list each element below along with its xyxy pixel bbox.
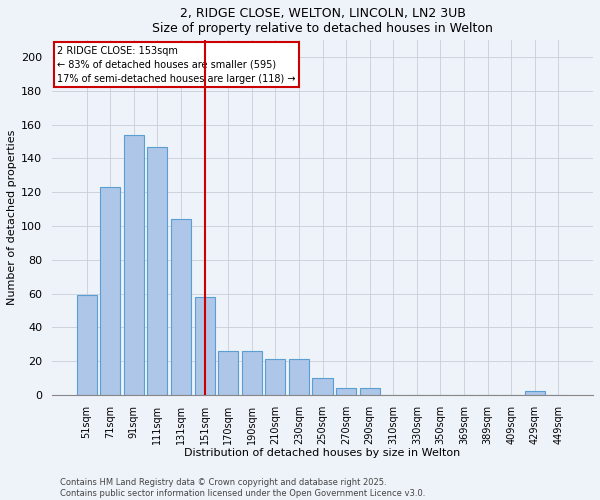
Title: 2, RIDGE CLOSE, WELTON, LINCOLN, LN2 3UB
Size of property relative to detached h: 2, RIDGE CLOSE, WELTON, LINCOLN, LN2 3UB… <box>152 7 493 35</box>
X-axis label: Distribution of detached houses by size in Welton: Distribution of detached houses by size … <box>184 448 461 458</box>
Bar <box>336 388 356 395</box>
Bar <box>171 219 191 395</box>
Bar <box>194 297 215 395</box>
Bar <box>289 360 309 395</box>
Bar <box>148 146 167 395</box>
Text: 2 RIDGE CLOSE: 153sqm
← 83% of detached houses are smaller (595)
17% of semi-det: 2 RIDGE CLOSE: 153sqm ← 83% of detached … <box>58 46 296 84</box>
Y-axis label: Number of detached properties: Number of detached properties <box>7 130 17 305</box>
Bar <box>242 351 262 395</box>
Bar <box>77 295 97 395</box>
Bar <box>100 187 120 395</box>
Text: Contains HM Land Registry data © Crown copyright and database right 2025.
Contai: Contains HM Land Registry data © Crown c… <box>60 478 425 498</box>
Bar <box>124 135 144 395</box>
Bar <box>313 378 332 395</box>
Bar <box>525 392 545 395</box>
Bar <box>359 388 380 395</box>
Bar <box>265 360 286 395</box>
Bar <box>218 351 238 395</box>
